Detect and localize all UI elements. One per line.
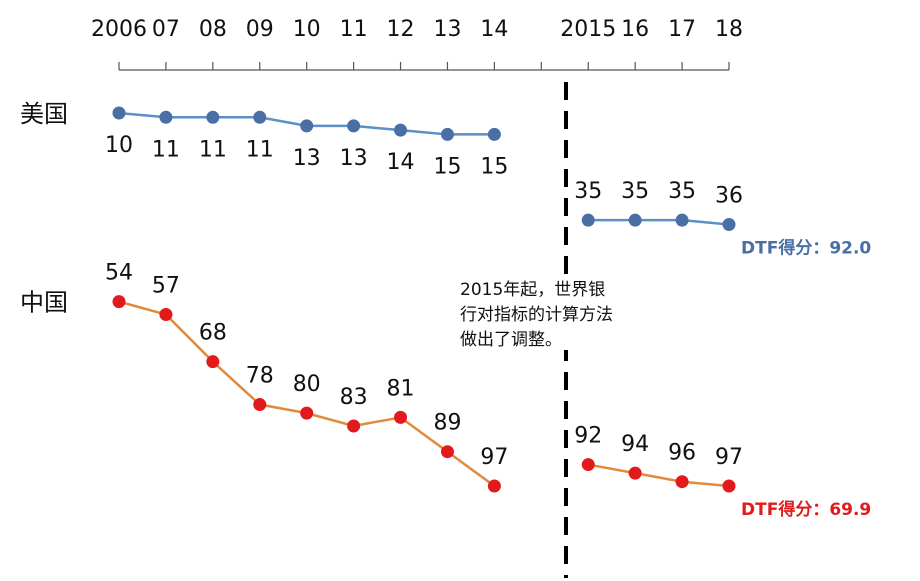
value-label: 83: [340, 385, 368, 410]
marker: [394, 123, 408, 137]
annotation: 2015年起，世界银 行对指标的计算方法 做出了调整。: [460, 280, 613, 350]
x-tick-label: 14: [480, 17, 508, 42]
value-label: 11: [246, 137, 274, 162]
marker: [487, 127, 501, 141]
marker: [253, 110, 267, 124]
x-tick-label: 13: [433, 17, 461, 42]
marker: [628, 466, 642, 480]
marker: [487, 479, 501, 493]
annotation-line: 做出了调整。: [460, 330, 562, 350]
value-label: 35: [574, 179, 602, 204]
value-label: 92: [574, 424, 602, 449]
marker: [253, 398, 267, 412]
marker: [159, 308, 173, 322]
marker: [722, 479, 736, 493]
value-label: 11: [152, 137, 180, 162]
x-tick-label: 2015: [560, 17, 616, 42]
marker: [159, 110, 173, 124]
marker: [581, 213, 595, 227]
value-label: 94: [621, 432, 649, 457]
value-label: 78: [246, 364, 274, 389]
marker: [440, 445, 454, 459]
value-label: 97: [715, 445, 743, 470]
dtf-note: DTF得分：69.9: [741, 499, 871, 520]
marker: [347, 119, 361, 133]
marker: [722, 217, 736, 231]
value-label: 14: [387, 150, 415, 175]
x-tick-label: 10: [293, 17, 321, 42]
value-label: 54: [105, 261, 133, 286]
value-label: 81: [387, 376, 415, 401]
x-tick-label: 12: [387, 17, 415, 42]
series-label: 美国: [20, 100, 68, 128]
value-label: 36: [715, 183, 743, 208]
marker: [112, 106, 126, 120]
annotation-box: [455, 274, 665, 350]
value-label: 68: [199, 321, 227, 346]
series-line: [118, 111, 730, 226]
value-label: 35: [621, 179, 649, 204]
x-tick-label: 11: [340, 17, 368, 42]
marker: [206, 110, 220, 124]
marker: [300, 119, 314, 133]
value-label: 13: [340, 146, 368, 171]
value-label: 11: [199, 137, 227, 162]
value-label: 10: [105, 133, 133, 158]
marker: [347, 419, 361, 433]
value-label: 57: [152, 274, 180, 299]
x-tick-label: 16: [621, 17, 649, 42]
x-tick-label: 2006: [91, 17, 147, 42]
marker: [206, 355, 220, 369]
value-label: 80: [293, 372, 321, 397]
marker: [675, 213, 689, 227]
value-label: 13: [293, 146, 321, 171]
marker: [300, 406, 314, 420]
value-label: 15: [433, 154, 461, 179]
x-tick-label: 17: [668, 17, 696, 42]
annotation-line: 2015年起，世界银: [460, 280, 605, 300]
marker: [628, 213, 642, 227]
value-label: 89: [433, 411, 461, 436]
annotation-line: 行对指标的计算方法: [460, 305, 613, 325]
series-label: 中国: [20, 289, 68, 317]
value-label: 35: [668, 179, 696, 204]
x-tick-label: 18: [715, 17, 743, 42]
x-tick-label: 09: [246, 17, 274, 42]
marker: [581, 458, 595, 472]
value-label: 97: [480, 445, 508, 470]
value-label: 96: [668, 441, 696, 466]
marker: [675, 475, 689, 489]
dtf-note: DTF得分：92.0: [741, 237, 871, 258]
marker: [394, 410, 408, 424]
value-label: 15: [480, 154, 508, 179]
x-tick-label: 07: [152, 17, 180, 42]
marker: [112, 295, 126, 309]
x-tick-label: 08: [199, 17, 227, 42]
marker: [440, 127, 454, 141]
